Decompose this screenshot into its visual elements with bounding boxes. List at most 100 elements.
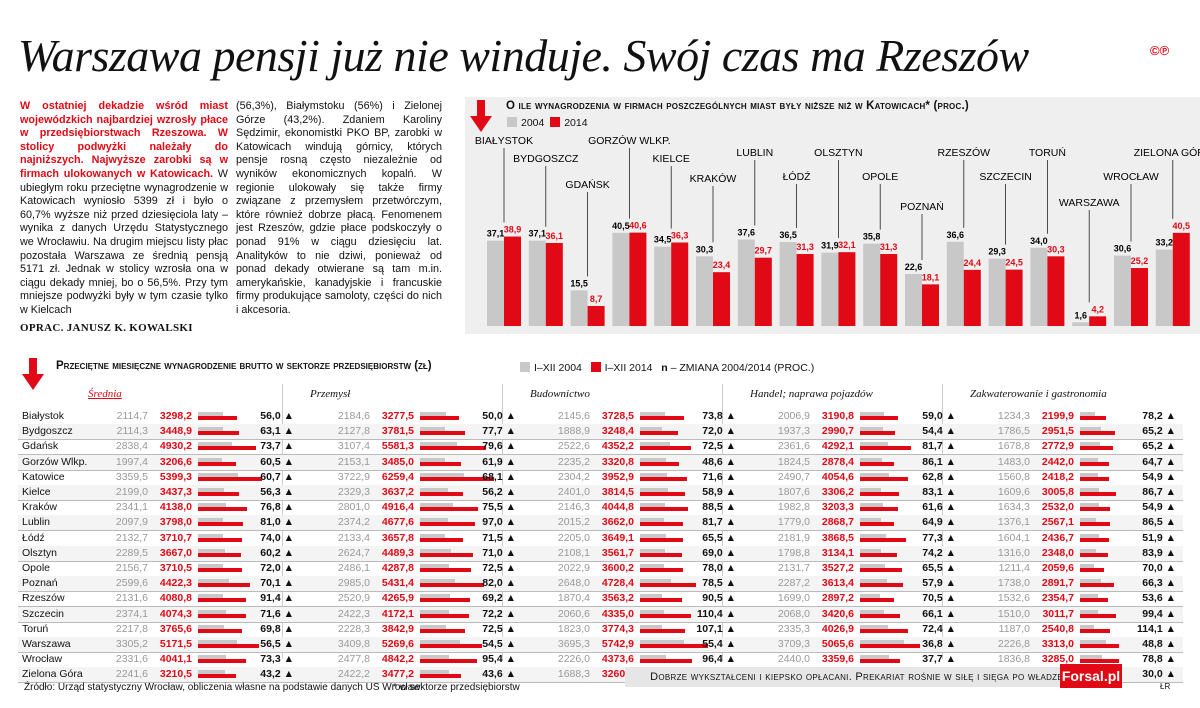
value-2014: 3662,0 (601, 516, 634, 529)
change-value: 72,5 ▲ (702, 440, 736, 453)
change-value: 78,2 ▲ (1142, 410, 1176, 422)
bar-2014 (420, 628, 466, 633)
bar-2014 (1080, 461, 1109, 466)
legend-label-2004: 2004 (521, 117, 545, 129)
bar-2014 (640, 416, 684, 420)
bar-2004 (988, 258, 1006, 326)
change-value: 61,9 ▲ (482, 455, 516, 468)
bar-2004 (640, 548, 665, 553)
value-2014: 3561,7 (601, 546, 634, 559)
bar-2004 (198, 533, 224, 538)
value-2004: 2422,2 (337, 668, 370, 681)
bar-2014 (640, 659, 692, 664)
legend-label-b: I–XII 2014 (604, 362, 653, 374)
value-2004: 2131,6 (115, 592, 148, 605)
value-2004: 2374,2 (337, 516, 370, 529)
value-2014: 3600,2 (601, 562, 634, 574)
bar-2014 (420, 659, 478, 664)
category-label: LUBLIN (736, 147, 773, 159)
value-2004: 2241,6 (115, 668, 148, 681)
bar-2004 (640, 457, 667, 462)
change-value: 83,1 ▲ (922, 486, 956, 498)
value-2004: 1510,0 (997, 607, 1030, 620)
table-row: Opole 2156,7 3710,5 72,0 ▲ 2486,1 4287,8 72,5 … (18, 561, 1183, 577)
value-2004: 1634,3 (997, 501, 1030, 514)
value-2004: 2156,7 (115, 562, 148, 574)
bar-2004 (420, 427, 446, 432)
bar-2004 (1080, 518, 1097, 523)
bar-2004 (860, 472, 890, 477)
value-2004: 2022,9 (557, 562, 590, 574)
bar-2004 (1080, 427, 1102, 432)
change-value: 54,5 ▲ (482, 638, 516, 650)
change-value: 114,1 ▲ (1136, 622, 1176, 635)
bar-2014 (420, 522, 476, 527)
bar-2004 (420, 670, 449, 675)
down-arrow-icon (22, 358, 44, 390)
value-2004: 2146,3 (557, 501, 590, 514)
category-label: GDAŃSK (565, 178, 609, 191)
change-value: 54,9 ▲ (1142, 470, 1176, 483)
bar-2014 (420, 674, 461, 679)
change-value: 64,9 ▲ (922, 516, 956, 529)
change-value: 79,6 ▲ (482, 440, 516, 453)
value-2004: 2477,8 (337, 653, 370, 666)
value-2014: 2567,1 (1041, 516, 1074, 529)
category-label: OPOLE (862, 171, 898, 183)
value-2014: 4422,3 (159, 577, 192, 590)
bar-2014 (860, 431, 896, 436)
bar-2004 (860, 579, 887, 584)
bar-2004 (1080, 442, 1100, 447)
bar-2004 (1080, 503, 1100, 508)
value-2004: 2329,3 (337, 486, 370, 498)
change-value: 63,1 ▲ (260, 425, 294, 438)
promo-banner[interactable]: Dobrze wykształceni i kiepsko opłacani. … (625, 667, 1075, 687)
legend-swatch-2004 (507, 117, 517, 127)
bar-2004 (1080, 548, 1096, 553)
bar-2014 (640, 552, 682, 557)
category-label: KIELCE (653, 153, 690, 165)
value-2014: 3649,1 (601, 531, 634, 544)
change-value: 71,5 ▲ (482, 531, 516, 544)
table-row: Kraków 2341,1 4138,0 76,8 ▲ 2801,0 4916,4 75,5… (18, 500, 1183, 517)
city-name: Białystok (22, 410, 65, 422)
value-2014: 3774,3 (601, 622, 634, 635)
value-2004: 2133,4 (337, 531, 370, 544)
bar-2014 (640, 583, 696, 588)
change-value: 66,1 ▲ (922, 607, 956, 620)
bar-2004 (528, 240, 546, 326)
copyright-icon: ©℗ (1150, 43, 1170, 58)
sector-header: Przemysł (310, 388, 351, 400)
bar-2014 (860, 461, 894, 466)
bar-2004 (640, 594, 663, 599)
value-2004: 1483,0 (997, 455, 1030, 468)
bar-2014 (1080, 659, 1119, 664)
category-label: WROCŁAW (1103, 171, 1159, 183)
change-value: 99,4 ▲ (1142, 607, 1176, 620)
bar-2014 (420, 644, 483, 648)
bar-2014 (1080, 507, 1110, 512)
value-2014: 3203,3 (821, 501, 854, 514)
city-name: Wrocław (22, 653, 63, 666)
bar-2004 (860, 442, 888, 447)
bar-2014 (1080, 613, 1116, 618)
bar-2004 (1155, 249, 1173, 326)
value-2004: 2341,1 (115, 501, 148, 514)
value-2014: 4842,2 (381, 653, 414, 666)
value-2004: 2097,9 (115, 516, 148, 529)
bar-2014 (1080, 537, 1109, 542)
value-2014: 4489,3 (381, 546, 414, 559)
bar-2004 (640, 488, 669, 492)
value-2004: 1823,0 (557, 622, 590, 635)
value-label-2004: 30,3 (696, 244, 714, 254)
value-2004: 2801,0 (337, 501, 370, 514)
bar-2014 (420, 492, 463, 496)
value-2004: 3409,8 (337, 638, 370, 650)
bar-2014 (420, 416, 459, 420)
value-2004: 1316,0 (997, 546, 1030, 559)
brand-logo[interactable]: Forsal.pl (1060, 664, 1122, 688)
value-2004: 2006,9 (777, 410, 810, 422)
bar-2004 (640, 579, 672, 584)
bar-2004 (1080, 564, 1095, 568)
change-value: 60,2 ▲ (260, 546, 294, 559)
